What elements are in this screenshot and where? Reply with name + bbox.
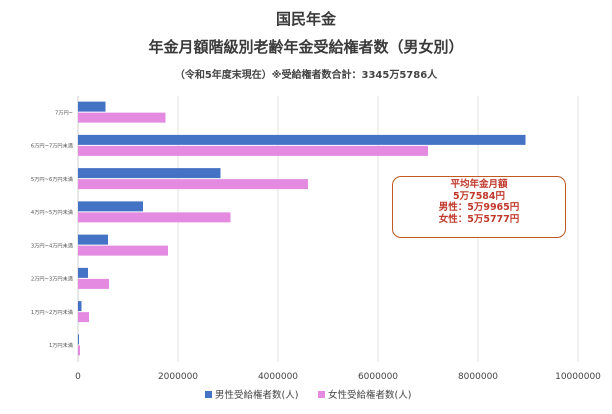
average-heading: 平均年金月額: [450, 179, 508, 190]
x-tick-label: 10000000: [555, 372, 601, 382]
female-bar: [78, 245, 168, 256]
male-bar: [78, 267, 88, 278]
female-bar: [78, 112, 166, 123]
female-bar: [78, 278, 109, 289]
average-pension-box: 平均年金月額 5万7584円 男性：5万9965円 女性：5万5777円: [392, 176, 566, 238]
x-tick-label: 0: [75, 372, 81, 382]
legend-swatch: [318, 391, 325, 398]
male-bar: [78, 101, 106, 112]
female-bar: [78, 212, 231, 223]
average-male: 男性：5万9965円: [438, 202, 520, 213]
legend-label: 女性受給権者数(人): [328, 389, 411, 401]
legend-label: 男性受給権者数(人): [215, 389, 298, 401]
category-label: 1万円~2万円未満: [31, 308, 73, 316]
female-bar: [78, 345, 80, 356]
female-bar: [78, 312, 89, 323]
male-bar: [78, 134, 526, 145]
legend-swatch: [205, 391, 212, 398]
male-bar: [78, 334, 79, 345]
category-label: 2万円~3万円未満: [31, 275, 73, 283]
chart-subtitle: 年金月額階級別老齢年金受給権者数（男女別）: [148, 38, 464, 56]
chart-note: （令和5年度末現在）※受給権者数合計：3345万5786人: [174, 70, 438, 81]
category-label: 4万円~5万円未満: [31, 208, 73, 216]
male-bar: [78, 301, 82, 312]
category-label: 5万円~6万円未満: [31, 175, 73, 183]
x-tick-label: 4000000: [258, 372, 298, 382]
category-label: 6万円~7万円未満: [31, 142, 73, 150]
female-bar: [78, 145, 428, 156]
male-bar: [78, 168, 221, 179]
average-female: 女性：5万5777円: [438, 213, 520, 225]
x-tick-label: 2000000: [158, 372, 198, 382]
category-label: 7万円~: [55, 109, 73, 116]
chart-title: 国民年金: [275, 10, 336, 28]
category-label: 3万円~4万円未満: [31, 241, 73, 249]
male-bar: [78, 201, 143, 212]
average-overall: 5万7584円: [452, 190, 506, 202]
category-label: 1万円未満: [49, 341, 73, 349]
x-tick-label: 6000000: [358, 372, 398, 382]
male-bar: [78, 234, 108, 245]
x-tick-label: 8000000: [458, 372, 498, 382]
female-bar: [78, 179, 308, 190]
